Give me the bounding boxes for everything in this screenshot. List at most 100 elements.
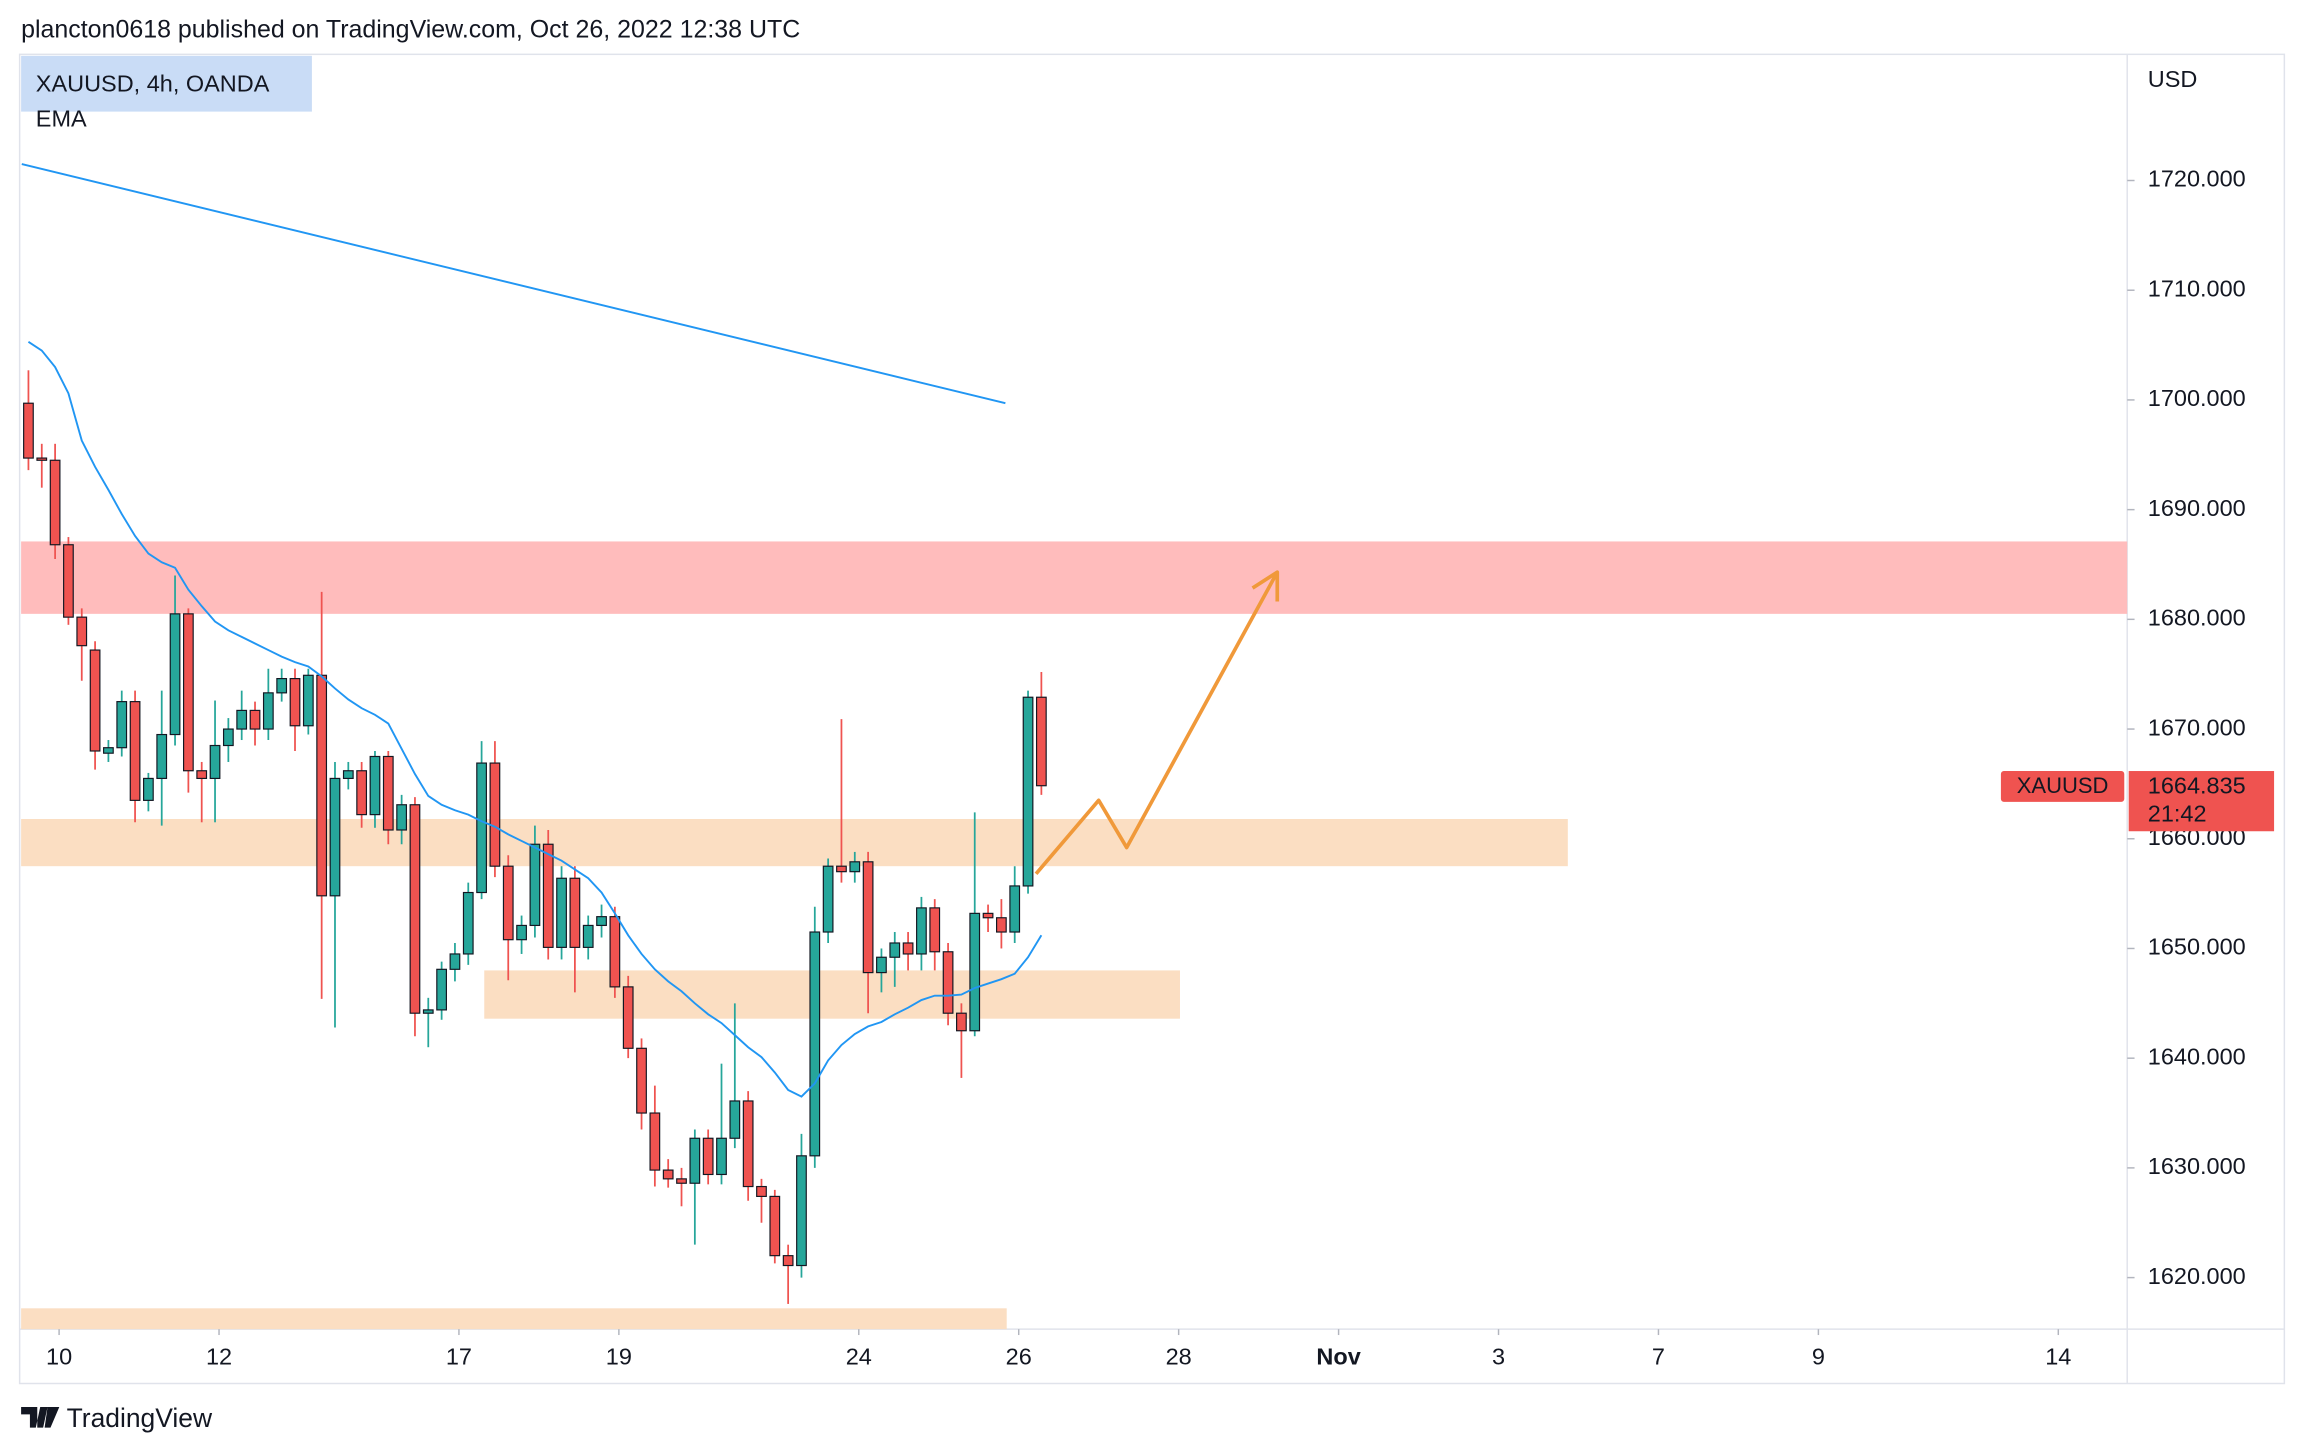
- candle-body: [262, 692, 274, 730]
- x-tick-label: 19: [606, 1344, 632, 1370]
- x-tick-label: 3: [1492, 1344, 1505, 1370]
- candle-body: [942, 951, 954, 1014]
- candle-body: [849, 861, 861, 873]
- y-tick-label: 1700.000: [2148, 385, 2246, 411]
- chart-frame: [18, 53, 2286, 1385]
- brand-logo: [21, 1407, 60, 1428]
- plot: [21, 163, 2128, 1330]
- x-tick-label: Nov: [1316, 1344, 1360, 1370]
- candle-body: [196, 770, 208, 780]
- candle-body: [516, 924, 527, 941]
- candle-body: [542, 843, 554, 948]
- indicator-legend: EMA: [36, 106, 87, 132]
- candle-body: [782, 1255, 794, 1267]
- candle-body: [1035, 696, 1047, 787]
- candle-body: [116, 701, 128, 749]
- publish-header: plancton0618 published on TradingView.co…: [21, 15, 800, 43]
- x-tick-label: 7: [1652, 1344, 1665, 1370]
- candle-body: [36, 457, 48, 461]
- candle-body: [796, 1155, 807, 1267]
- candle-body: [502, 865, 514, 941]
- currency-label: USD: [2148, 66, 2198, 92]
- candle-body: [356, 770, 368, 816]
- candle-body: [609, 916, 621, 988]
- ema-line: [27, 340, 1043, 1098]
- candle-body: [302, 674, 314, 727]
- candle-body: [169, 613, 181, 736]
- candle-body: [649, 1112, 661, 1171]
- candle-body: [316, 674, 328, 897]
- price-tag-symbol-text: XAUUSD: [2017, 773, 2109, 798]
- candle-body: [396, 804, 408, 831]
- candle-body: [702, 1137, 714, 1176]
- candle-body: [209, 744, 221, 780]
- candle-body: [462, 891, 474, 955]
- candle-body: [422, 1009, 434, 1014]
- candle-body: [476, 762, 487, 894]
- x-tick-label: 10: [46, 1344, 72, 1370]
- candle-body: [409, 804, 421, 1014]
- x-tick-label: 9: [1812, 1344, 1825, 1370]
- candle-body: [76, 616, 88, 647]
- candle-body: [929, 907, 941, 953]
- arrow-head: [1251, 570, 1280, 602]
- candle-body: [716, 1137, 727, 1176]
- zone: [21, 541, 2128, 614]
- x-tick-label: 17: [446, 1344, 472, 1370]
- trendline: [21, 163, 1006, 405]
- candle-body: [676, 1178, 687, 1184]
- candle-body: [556, 877, 567, 948]
- x-tick-label: 12: [206, 1344, 232, 1370]
- candle-body: [662, 1169, 674, 1180]
- candle-body: [769, 1195, 781, 1257]
- zone: [21, 819, 1568, 867]
- candle-body: [1022, 696, 1034, 887]
- brand-name: TradingView: [67, 1403, 213, 1433]
- candle-body: [862, 861, 874, 974]
- symbol-legend: XAUUSD, 4h, OANDA: [36, 70, 270, 96]
- candle-body: [449, 953, 461, 970]
- candle-body: [236, 709, 248, 730]
- y-tick-label: 1630.000: [2148, 1153, 2246, 1179]
- candle-body: [969, 912, 981, 1032]
- candle-body: [596, 916, 607, 927]
- candle-body: [156, 733, 168, 780]
- candle-body: [276, 677, 288, 694]
- candle-body: [889, 942, 901, 958]
- candle-body: [622, 986, 634, 1049]
- candle-body: [996, 917, 1007, 933]
- y-tick-label: 1710.000: [2148, 275, 2246, 301]
- candle-body: [489, 762, 501, 867]
- x-tick-label: 26: [1006, 1344, 1032, 1370]
- candle-body: [23, 402, 34, 459]
- price-tag: [2128, 771, 2275, 832]
- price-tag-countdown: 21:42: [2148, 800, 2207, 826]
- candle-body: [143, 777, 154, 801]
- candle-body: [729, 1100, 741, 1139]
- candle-body: [822, 865, 834, 933]
- candle-body: [756, 1185, 767, 1198]
- x-tick-label: 14: [2045, 1344, 2071, 1370]
- candle-body: [182, 613, 194, 772]
- brand: TradingView: [21, 1403, 213, 1433]
- candle-body: [342, 770, 354, 780]
- y-tick-label: 1620.000: [2148, 1263, 2246, 1289]
- candle-body: [916, 907, 927, 955]
- zone: [21, 1308, 1007, 1330]
- candle-body: [129, 701, 141, 801]
- candle-body: [103, 747, 114, 754]
- price-tag-symbol: [2000, 771, 2125, 802]
- candle-body: [982, 912, 994, 919]
- candle-body: [369, 755, 381, 816]
- candle-body: [836, 865, 847, 873]
- y-tick-label: 1690.000: [2148, 495, 2246, 521]
- candle-body: [89, 649, 101, 752]
- y-tick-label: 1720.000: [2148, 166, 2246, 192]
- candle-body: [742, 1100, 754, 1188]
- price-tag-price: 1664.835: [2148, 772, 2246, 798]
- candle-body: [902, 942, 914, 955]
- candle-body: [582, 924, 594, 948]
- y-tick-label: 1650.000: [2148, 934, 2246, 960]
- candle-body: [1009, 885, 1021, 933]
